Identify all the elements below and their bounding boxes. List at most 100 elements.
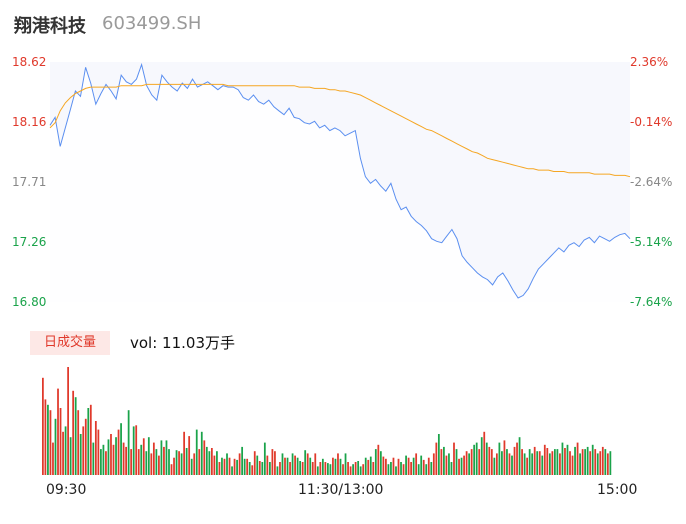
volume-bar (117, 429, 120, 475)
volume-bar (142, 438, 145, 475)
volume-bar (420, 455, 423, 475)
volume-bar (306, 453, 309, 475)
volume-bar (107, 439, 110, 475)
volume-bar (168, 449, 170, 475)
volume-bar (543, 444, 546, 475)
volume-bar (102, 444, 105, 475)
volume-bar (427, 457, 430, 475)
volume-bar (120, 423, 122, 475)
volume-bar (216, 451, 218, 475)
volume-bar (218, 462, 221, 475)
volume-bar (321, 458, 324, 475)
volume-bar (238, 453, 241, 475)
y-tick-right: -7.64% (630, 295, 673, 309)
volume-bar (294, 455, 296, 475)
volume-bar (160, 440, 163, 475)
volume-bar (228, 457, 231, 475)
volume-bar (508, 453, 511, 475)
volume-bar (448, 453, 450, 475)
volume-bar (327, 463, 329, 475)
volume-bar (122, 442, 125, 475)
volume-bar (440, 449, 443, 475)
volume-bar (352, 464, 354, 475)
volume-bar (251, 465, 254, 475)
volume-bar (115, 437, 117, 475)
volume-bar (223, 458, 226, 475)
volume-bar (407, 457, 410, 475)
volume-bar (609, 451, 612, 475)
volume-bar (49, 410, 52, 475)
volume-bar (463, 455, 465, 475)
volume-bar (173, 457, 175, 475)
volume-bar (170, 464, 173, 475)
volume-bar (155, 449, 158, 475)
volume-bar (158, 455, 160, 475)
volume-bar (470, 449, 473, 475)
volume-bar (213, 455, 216, 475)
volume-bar (130, 449, 133, 475)
y-tick-right: -5.14% (630, 235, 673, 249)
volume-bar (195, 429, 198, 475)
volume-bar (183, 431, 186, 475)
volume-bar (208, 451, 211, 475)
volume-bar (145, 451, 148, 475)
volume-bar (44, 399, 47, 475)
volume-bar (342, 464, 344, 475)
volume-bar (518, 437, 521, 475)
volume-bar (364, 457, 367, 475)
volume-bar (369, 456, 372, 475)
average-price-line (49, 83, 631, 178)
volume-bar (344, 453, 347, 475)
volume-bar (301, 462, 304, 475)
volume-bar (546, 448, 549, 475)
volume-bar (163, 446, 165, 475)
volume-bar (536, 451, 539, 475)
volume-bar (576, 442, 579, 475)
volume-bar (599, 451, 602, 475)
volume-bar (339, 458, 342, 475)
volume-bar (354, 462, 357, 475)
y-tick-left: 18.16 (12, 115, 47, 129)
volume-bar (412, 457, 415, 475)
volume-bar (495, 453, 498, 475)
volume-bar (400, 462, 402, 475)
volume-bar (205, 446, 208, 475)
volume-bar (54, 418, 57, 475)
volume-bar (516, 442, 518, 475)
volume-bar (246, 458, 249, 475)
volume-bar (263, 442, 266, 475)
volume-bar (72, 390, 75, 475)
volume-bar (110, 434, 112, 475)
volume-bar (347, 462, 349, 475)
volume-bar (425, 464, 428, 475)
volume-bar (52, 442, 54, 475)
volume-bar (64, 426, 67, 475)
y-tick-left: 17.26 (12, 235, 47, 249)
volume-bar (422, 459, 425, 475)
volume-bar (541, 455, 544, 475)
volume-bar (62, 431, 64, 475)
stock-code: 603499.SH (102, 13, 202, 34)
volume-bar (521, 449, 523, 475)
x-tick-midday: 11:30/13:00 (298, 482, 384, 498)
volume-bar (256, 455, 259, 475)
volume-bar (485, 442, 488, 475)
volume-bar (586, 446, 589, 475)
volume-bar (372, 462, 375, 475)
volume-bar (606, 453, 609, 475)
volume-tab-badge[interactable]: 日成交量 (30, 331, 110, 355)
volume-bars-group (42, 367, 612, 475)
volume-bar (601, 446, 604, 475)
volume-bar (533, 446, 536, 475)
volume-bar (226, 453, 228, 475)
volume-bar (349, 466, 352, 475)
volume-bar (581, 449, 584, 475)
volume-bar (87, 408, 90, 475)
volume-bar (266, 455, 269, 475)
volume-bar (304, 450, 307, 475)
volume-bar (105, 451, 107, 475)
volume-bar (193, 453, 196, 475)
volume-bar (296, 457, 299, 475)
volume-bar (437, 434, 440, 475)
